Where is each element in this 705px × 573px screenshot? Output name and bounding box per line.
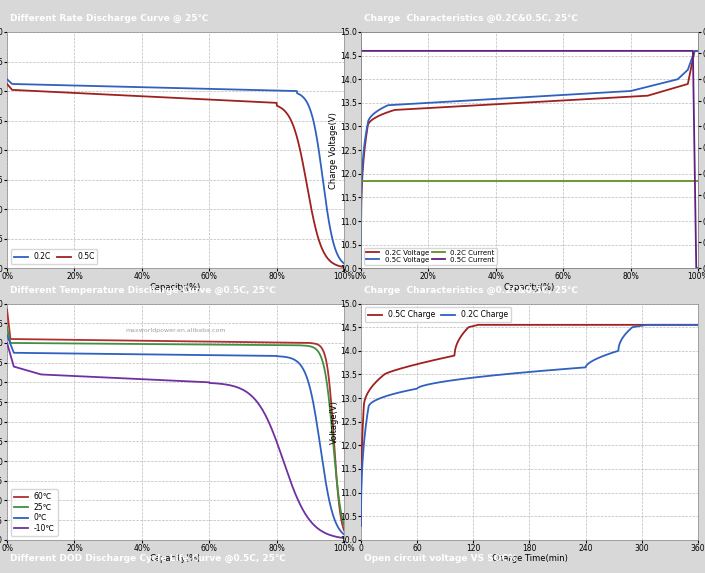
Legend: 60℃, 25℃, 0℃, -10℃: 60℃, 25℃, 0℃, -10℃ <box>11 489 58 536</box>
Legend: 0.2C, 0.5C: 0.2C, 0.5C <box>11 249 97 264</box>
Y-axis label: Charge Voltage(V): Charge Voltage(V) <box>329 112 338 189</box>
Text: Charge  Characteristics @0.2C&0.5C, 25℃: Charge Characteristics @0.2C&0.5C, 25℃ <box>364 286 578 295</box>
X-axis label: Capacity(%): Capacity(%) <box>504 283 555 292</box>
X-axis label: Charge Time(min): Charge Time(min) <box>491 555 568 563</box>
Legend: 0.5C Charge, 0.2C Charge: 0.5C Charge, 0.2C Charge <box>364 307 511 323</box>
Y-axis label: Voltage(V): Voltage(V) <box>329 400 338 444</box>
Legend: 0.2C Voltage, 0.5C Voltage, 0.2C Current, 0.5C Current: 0.2C Voltage, 0.5C Voltage, 0.2C Current… <box>364 248 497 265</box>
Text: Different Temperature Discharge Curve @0.5C, 25℃: Different Temperature Discharge Curve @0… <box>11 286 276 295</box>
Text: maxworldpower.en.alibaba.com: maxworldpower.en.alibaba.com <box>125 328 226 333</box>
Text: Different Rate Discharge Curve @ 25℃: Different Rate Discharge Curve @ 25℃ <box>11 14 209 23</box>
Text: Charge  Characteristics @0.2C&0.5C, 25℃: Charge Characteristics @0.2C&0.5C, 25℃ <box>364 14 578 23</box>
Text: Open circuit voltage VS SOC%: Open circuit voltage VS SOC% <box>364 554 517 563</box>
Text: Different DOD Discharge Cycle Life Curve @0.5C, 25℃: Different DOD Discharge Cycle Life Curve… <box>11 554 286 563</box>
X-axis label: Capacity(%): Capacity(%) <box>150 283 201 292</box>
X-axis label: Capacity(%): Capacity(%) <box>150 555 201 563</box>
